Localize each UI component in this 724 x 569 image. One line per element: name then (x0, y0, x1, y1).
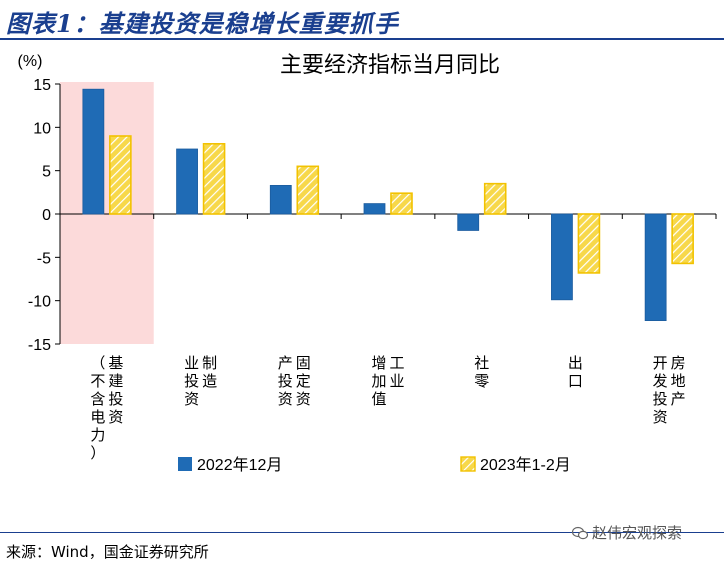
x-tick-label: 固定资 (296, 354, 311, 408)
bar-series-2022-12 (269, 184, 292, 215)
bar-series-2022-12 (551, 213, 573, 301)
x-tick-label: 工业 (389, 354, 404, 390)
y-tick-label: 10 (33, 120, 51, 137)
bar-chart: 主要经济指标当月同比 (%) 15 10 5 0 -5 -10 -15 基建投资（不含电力）… (18, 53, 717, 474)
x-tick-label: 开发投资 (653, 354, 668, 426)
figure-title: 图表1：基建投资是稳增长重要抓手 (6, 9, 399, 38)
chart-title: 主要经济指标当月同比 (280, 53, 500, 78)
y-tick-label: 15 (33, 77, 51, 94)
x-tick-label: 房地产 (671, 354, 686, 408)
source-note: 来源：Wind，国金证券研究所 (6, 543, 209, 561)
legend-label: 2022年12月 (197, 456, 282, 474)
y-tick-label: -15 (28, 337, 51, 354)
bar-series-2023-01-02 (483, 182, 507, 215)
y-tick-label: -10 (28, 294, 51, 311)
y-tick-label: 5 (42, 164, 51, 181)
bar-series-2023-01-02 (202, 143, 226, 215)
y-axis-label: (%) (18, 53, 43, 70)
bar-series-2023-01-02 (109, 135, 132, 215)
legend-swatch (178, 457, 192, 471)
footer-rule (0, 532, 724, 533)
x-tick-label: （不含电力） (90, 354, 105, 462)
bar-series-2023-01-02 (296, 165, 320, 215)
bar-series-2023-01-02 (577, 213, 601, 274)
x-tick-label: 增加值 (371, 354, 386, 408)
title-rule (0, 38, 724, 40)
x-tick-label: 出口 (568, 354, 583, 390)
highlight-band (60, 82, 154, 344)
watermark: 赵伟宏观探索 (572, 522, 682, 543)
bar-series-2022-12 (176, 148, 198, 215)
legend-swatch (460, 456, 476, 472)
x-tick-label: 社零 (474, 354, 489, 390)
bar-series-2023-01-02 (671, 213, 694, 265)
bar-series-2022-12 (644, 213, 667, 321)
wechat-icon (572, 526, 588, 540)
legend-label: 2023年1-2月 (480, 456, 571, 474)
bar-series-2022-12 (457, 213, 480, 231)
watermark-text: 赵伟宏观探索 (592, 524, 683, 542)
y-tick-label: -5 (37, 250, 51, 267)
y-tick-label: 0 (42, 207, 51, 224)
x-tick-label: 制造 (202, 354, 217, 390)
x-tick-label: 产投资 (278, 354, 293, 408)
x-tick-label: 业投资 (184, 354, 199, 408)
bar-series-2022-12 (82, 88, 105, 215)
bar-series-2023-01-02 (390, 192, 413, 215)
bar-series-2022-12 (363, 203, 386, 215)
x-tick-label: 基建投资 (108, 354, 123, 426)
